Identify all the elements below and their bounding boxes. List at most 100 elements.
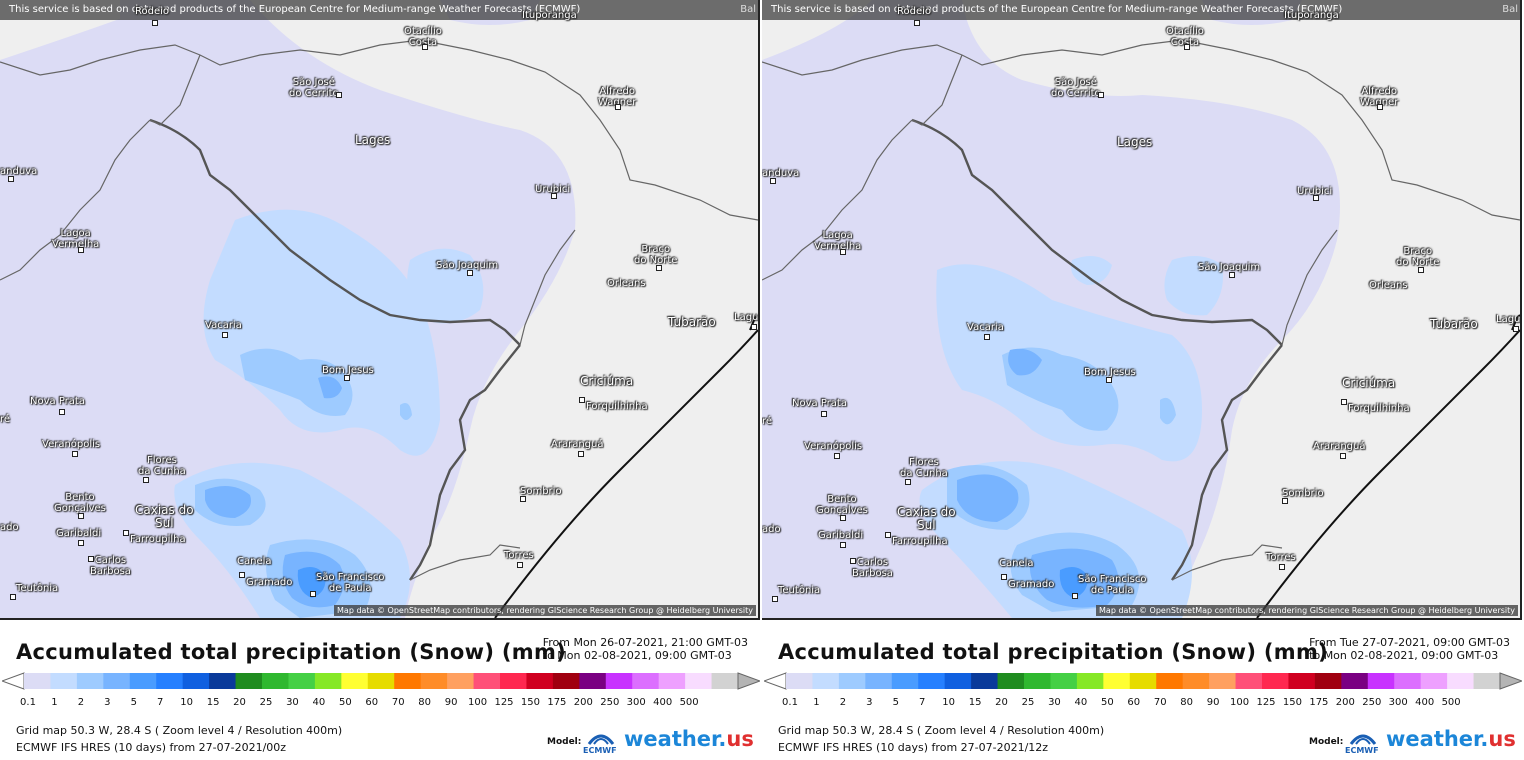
scale-swatch (1262, 673, 1289, 689)
city-label: Tubarão (668, 315, 716, 329)
scale-swatch (579, 673, 607, 689)
scale-label: 10 (942, 697, 956, 708)
state-border-5 (519, 229, 576, 346)
scale-swatch (50, 673, 78, 689)
city-marker (152, 20, 158, 26)
city-marker (1098, 92, 1104, 98)
city-label: Gramado (1008, 579, 1055, 590)
city-marker (310, 591, 316, 597)
scale-label: 500 (679, 697, 699, 708)
scale-label: 1 (813, 697, 820, 708)
snow-area-2mm-d (400, 402, 412, 420)
city-label: Orleans (1369, 280, 1408, 291)
ecmwf-logo-text: ECMWF (583, 746, 617, 755)
city-label: Caxias do Sul (135, 503, 194, 530)
snow-area-1mm-b (407, 248, 484, 324)
coastline (494, 329, 758, 618)
scale-label: 175 (1309, 697, 1329, 708)
scale-label: 1 (51, 697, 58, 708)
city-marker (885, 532, 891, 538)
scale-swatch (156, 673, 184, 689)
city-label: Canela (999, 558, 1034, 569)
scale-label: 200 (573, 697, 593, 708)
city-marker (88, 556, 94, 562)
banner-corner-text: Bal (1502, 4, 1518, 15)
city-marker (1340, 453, 1346, 459)
model-info: ECMWF IFS HRES (10 days) from 27-07-2021… (16, 741, 287, 754)
scale-label: 20 (233, 697, 246, 708)
color-scale-bar (2, 672, 760, 690)
scale-swatch (262, 673, 289, 689)
scale-arrow-right (1499, 672, 1522, 690)
city-label: Otacílio Costa (1166, 26, 1204, 48)
city-marker (615, 104, 621, 110)
city-marker (344, 375, 350, 381)
city-marker (850, 558, 856, 564)
model-info: ECMWF IFS HRES (10 days) from 27-07-2021… (778, 741, 1049, 754)
scale-swatch (944, 673, 972, 689)
city-label: Teutônia (16, 583, 59, 594)
city-marker (770, 178, 776, 184)
scale-swatch (76, 673, 104, 689)
precipitation-map[interactable]: This service is based on data and produc… (762, 0, 1522, 620)
city-label: ré (762, 416, 773, 427)
scale-swatch (918, 673, 946, 689)
scale-label: 0.1 (782, 697, 798, 708)
scale-label: 7 (157, 697, 164, 708)
city-marker (1313, 195, 1319, 201)
city-label: Bento Gonçalves (54, 492, 106, 514)
city-label: ado (762, 524, 781, 535)
scale-label: 250 (1362, 697, 1382, 708)
city-label: Vacaria (967, 322, 1004, 333)
city-label: Farroupilha (130, 534, 186, 545)
city-marker (222, 332, 228, 338)
forecast-panel-left: This service is based on data and produc… (0, 0, 762, 755)
scale-swatch (1314, 673, 1342, 689)
city-marker (578, 451, 584, 457)
map-attribution: Map data © OpenStreetMap contributors, r… (334, 605, 756, 616)
scale-label: 40 (312, 697, 326, 708)
ecmwf-banner: This service is based on data and produc… (762, 0, 1520, 20)
city-label: Carlos Barbosa (90, 555, 131, 577)
city-label: Braço do Norte (1396, 246, 1440, 268)
scale-label: 125 (1256, 697, 1276, 708)
city-label: Sombrio (520, 486, 562, 497)
weather-us-logo[interactable]: weather.us (624, 727, 754, 751)
scale-swatch (838, 673, 866, 689)
weather-us-logo[interactable]: weather.us (1386, 727, 1516, 751)
scale-swatch (685, 673, 713, 689)
city-marker (520, 496, 526, 502)
city-marker (551, 193, 557, 199)
precipitation-map[interactable]: This service is based on data and produc… (0, 0, 760, 620)
scale-swatch (1394, 673, 1422, 689)
city-marker (72, 451, 78, 457)
scale-label: 60 (1127, 697, 1141, 708)
city-marker (143, 477, 149, 483)
scale-swatch (605, 673, 633, 689)
city-label: anduva (0, 166, 38, 177)
scale-arrow-left (2, 672, 25, 690)
scale-label: 25 (1021, 697, 1035, 708)
city-marker (123, 530, 129, 536)
scale-label: 2 (839, 697, 847, 708)
city-label: São Joaquim (436, 260, 499, 271)
model-label: Model: (547, 737, 582, 747)
scale-swatch (1341, 673, 1369, 689)
color-scale-bar (764, 672, 1522, 690)
scale-labels: 0.1 1 2 3 5 7 10 15 20 25 30 40 50 60 70 80 90 100 125 150 1… (0, 697, 762, 711)
city-marker (467, 270, 473, 276)
scale-swatch (1103, 673, 1131, 689)
scale-swatch (500, 673, 527, 689)
scale-swatch (1129, 673, 1157, 689)
city-label: São Joaquim (1198, 262, 1261, 273)
scale-swatch (24, 673, 51, 689)
scale-label: 20 (995, 697, 1008, 708)
city-label: Rodeio (897, 6, 932, 17)
scale-swatch (1156, 673, 1184, 689)
snow-area-1mm-b (1164, 256, 1223, 316)
snow-area-5mm (297, 566, 326, 598)
scale-swatch (891, 673, 919, 689)
scale-swatch (812, 673, 840, 689)
city-marker (840, 249, 846, 255)
ecmwf-logo-text: ECMWF (1345, 746, 1379, 755)
